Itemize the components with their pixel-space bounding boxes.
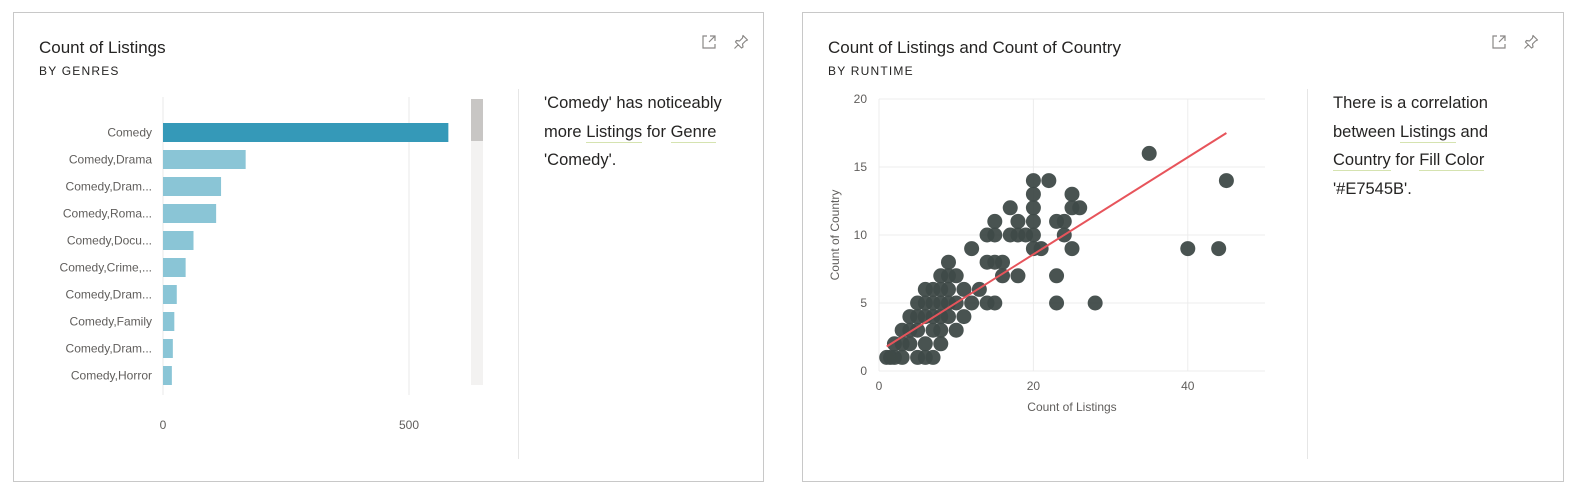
data-point[interactable]: [1010, 213, 1026, 229]
data-point[interactable]: [1064, 241, 1080, 257]
data-point[interactable]: [1025, 173, 1041, 189]
trend-line: [886, 132, 1227, 348]
data-point[interactable]: [1025, 213, 1041, 229]
tile-count-of-listings[interactable]: Count of Listings BY GENRES Comedy Comedy…: [13, 12, 764, 482]
divider: [1307, 89, 1308, 459]
data-point[interactable]: [987, 227, 1003, 243]
data-point[interactable]: [1025, 200, 1041, 216]
scrollbar-thumb[interactable]: [471, 99, 483, 141]
divider: [518, 89, 519, 459]
bar[interactable]: [163, 258, 186, 277]
card-title: Count of Listings and Count of Country: [828, 38, 1121, 57]
bar[interactable]: [163, 285, 177, 304]
data-point[interactable]: [1072, 200, 1088, 216]
bar[interactable]: [163, 150, 246, 169]
data-point[interactable]: [933, 322, 949, 338]
y-tick-label: 10: [854, 228, 868, 242]
y-tick-label: 5: [860, 296, 867, 310]
data-point[interactable]: [917, 336, 933, 352]
card-title: Count of Listings: [39, 38, 166, 57]
data-point[interactable]: [987, 213, 1003, 229]
data-point[interactable]: [964, 241, 980, 257]
bar[interactable]: [163, 123, 449, 142]
narrative-link-listings[interactable]: Listings: [586, 122, 643, 143]
data-point[interactable]: [1025, 186, 1041, 202]
smart-narrative: There is a correlation between Listings …: [1333, 94, 1489, 198]
data-point[interactable]: [956, 281, 972, 297]
narrative-link-fill-color[interactable]: Fill Color: [1419, 151, 1485, 171]
data-point[interactable]: [1218, 173, 1234, 189]
y-tick-label: 15: [854, 160, 868, 174]
x-tick-label: 0: [876, 379, 883, 393]
data-point[interactable]: [902, 336, 918, 352]
data-point[interactable]: [995, 254, 1011, 270]
data-point[interactable]: [1141, 145, 1157, 161]
data-point[interactable]: [940, 254, 956, 270]
category-label: Comedy,Dram...: [66, 342, 152, 356]
data-point[interactable]: [1002, 200, 1018, 216]
data-point[interactable]: [940, 281, 956, 297]
category-label: Comedy,Dram...: [66, 180, 152, 194]
data-point[interactable]: [1180, 241, 1196, 257]
y-tick-label: 20: [854, 92, 868, 106]
category-label: Comedy: [107, 126, 152, 140]
runtime-scatter-chart[interactable]: 0 5 10 15 20 0 20 40 Count of Listings Count of C…: [803, 89, 1293, 429]
data-point[interactable]: [964, 295, 980, 311]
data-point[interactable]: [940, 309, 956, 325]
category-label: Comedy,Dram...: [66, 288, 152, 302]
data-point[interactable]: [910, 322, 926, 338]
y-axis-title: Count of Country: [828, 190, 842, 281]
focus-mode-icon[interactable]: [699, 32, 719, 52]
narrative-link-genre[interactable]: Genre: [670, 122, 717, 143]
data-point[interactable]: [1049, 295, 1065, 311]
x-tick-label: 500: [399, 418, 419, 432]
tile-listings-vs-country[interactable]: Count of Listings and Count of Country B…: [802, 12, 1564, 482]
data-point[interactable]: [933, 336, 949, 352]
data-point[interactable]: [1064, 186, 1080, 202]
data-point[interactable]: [1041, 173, 1057, 189]
x-tick-label: 40: [1181, 379, 1195, 393]
data-point[interactable]: [1025, 227, 1041, 243]
genres-bar-chart[interactable]: Comedy Comedy,Drama Comedy,Dram... Comedy,R…: [14, 89, 504, 432]
smart-narrative: 'Comedy' has noticeably more Listings fo…: [544, 94, 722, 169]
card-subtitle: BY RUNTIME: [828, 64, 914, 78]
x-axis-title: Count of Listings: [1027, 400, 1116, 414]
category-label: Comedy,Drama: [69, 153, 152, 167]
x-tick-label: 0: [160, 418, 167, 432]
pin-icon[interactable]: [1521, 32, 1541, 52]
bar[interactable]: [163, 312, 175, 331]
narrative-link-country[interactable]: Country: [1333, 151, 1391, 171]
scrollbar-track[interactable]: [471, 99, 483, 385]
bar[interactable]: [163, 366, 172, 385]
category-label: Comedy,Family: [70, 315, 152, 329]
data-point[interactable]: [894, 349, 910, 365]
data-point[interactable]: [956, 309, 972, 325]
data-point[interactable]: [948, 322, 964, 338]
bar[interactable]: [163, 339, 173, 358]
data-point[interactable]: [1049, 268, 1065, 284]
tile-actions: [1489, 32, 1541, 52]
data-point[interactable]: [1087, 295, 1103, 311]
bar[interactable]: [163, 204, 217, 223]
x-tick-label: 20: [1027, 379, 1041, 393]
data-point[interactable]: [948, 268, 964, 284]
focus-mode-icon[interactable]: [1489, 32, 1509, 52]
category-label: Comedy,Roma...: [63, 207, 152, 221]
y-tick-label: 0: [860, 364, 867, 378]
data-point[interactable]: [925, 349, 941, 365]
tile-actions: [699, 32, 751, 52]
pin-icon[interactable]: [731, 32, 751, 52]
card-subtitle: BY GENRES: [39, 64, 120, 78]
bar[interactable]: [163, 231, 194, 250]
category-label: Comedy,Crime,...: [60, 261, 152, 275]
data-point[interactable]: [1010, 268, 1026, 284]
data-point[interactable]: [1211, 241, 1227, 257]
narrative-link-listings[interactable]: Listings: [1399, 122, 1456, 143]
category-label: Comedy,Docu...: [67, 234, 152, 248]
data-point[interactable]: [987, 295, 1003, 311]
bar[interactable]: [163, 177, 222, 196]
data-point[interactable]: [1056, 213, 1072, 229]
category-label: Comedy,Horror: [71, 369, 152, 383]
